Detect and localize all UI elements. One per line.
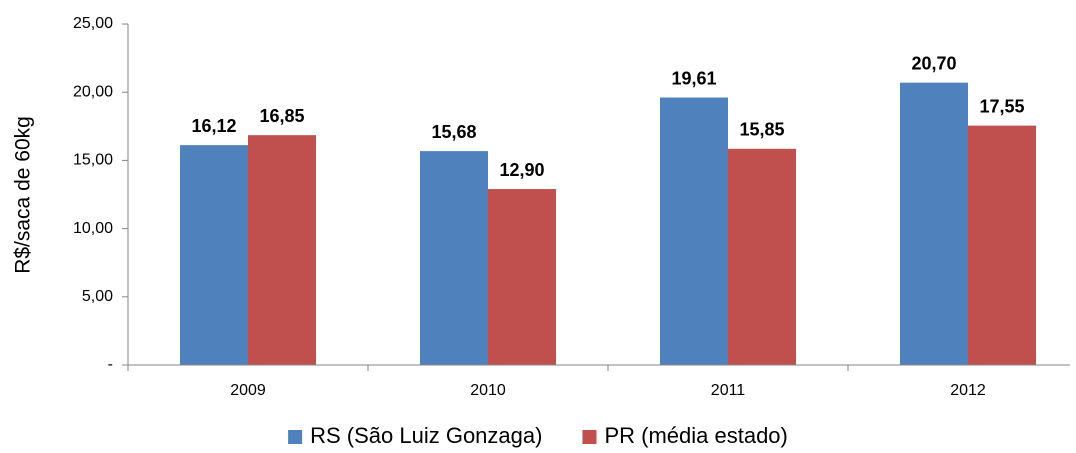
bar <box>180 145 248 365</box>
data-label: 15,68 <box>431 122 476 142</box>
bar <box>728 148 796 365</box>
bar <box>660 97 728 366</box>
legend-swatch <box>288 430 303 444</box>
legend-label: PR (média estado) <box>604 423 787 448</box>
y-tick-label: 10,00 <box>73 220 113 237</box>
data-label: 17,55 <box>979 96 1024 116</box>
x-tick-label: 2009 <box>230 382 266 399</box>
y-tick-label: 15,00 <box>73 152 113 169</box>
y-tick-label: - <box>108 356 113 373</box>
data-label: 20,70 <box>911 53 956 73</box>
x-tick-label: 2010 <box>470 382 506 399</box>
bar <box>900 82 968 365</box>
y-axis-label: R$/saca de 60kg <box>12 116 35 274</box>
data-label: 16,85 <box>259 106 304 126</box>
y-tick-label: 5,00 <box>82 288 113 305</box>
y-tick-label: 20,00 <box>73 83 113 100</box>
data-label: 12,90 <box>499 160 544 180</box>
bar <box>488 189 556 365</box>
legend-label: RS (São Luiz Gonzaga) <box>310 423 542 448</box>
bar <box>420 151 488 365</box>
y-tick-label: 25,00 <box>73 15 113 32</box>
data-label: 16,12 <box>191 116 236 136</box>
x-tick-label: 2012 <box>950 382 986 399</box>
x-tick-label: 2011 <box>711 382 746 399</box>
bar <box>248 135 316 365</box>
data-label: 19,61 <box>671 68 716 88</box>
legend-swatch <box>582 430 597 444</box>
data-label: 15,85 <box>739 120 784 140</box>
bar <box>968 125 1036 365</box>
